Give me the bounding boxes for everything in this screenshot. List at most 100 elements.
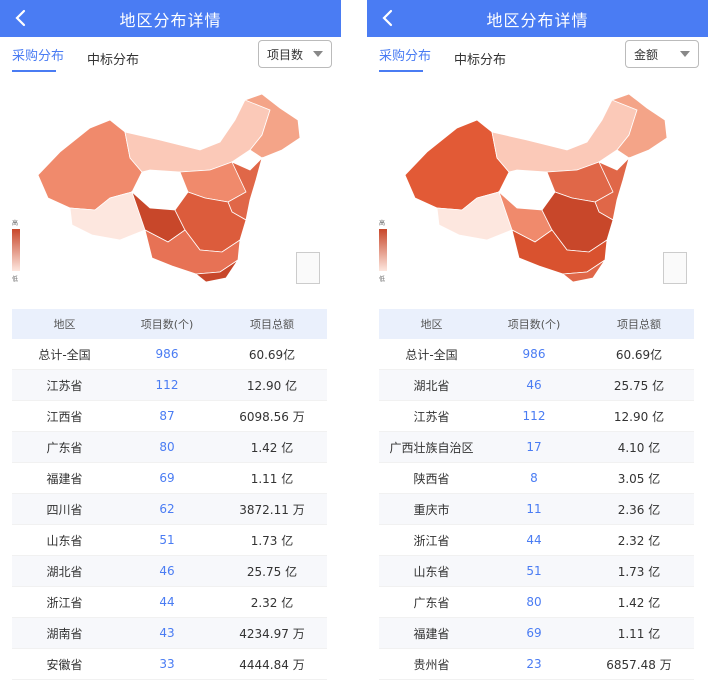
table-row[interactable]: 浙江省 44 2.32 亿	[379, 525, 694, 556]
row-amount: 1.73 亿	[617, 564, 661, 579]
map-region-east	[227, 156, 263, 221]
row-region: 山东省	[413, 564, 450, 579]
map-region-guangdong	[561, 259, 606, 283]
row-amount: 2.36 亿	[617, 502, 661, 517]
row-region: 贵州省	[413, 657, 450, 672]
header-region: 地区	[53, 318, 76, 331]
row-region: 湖北省	[413, 378, 450, 393]
header-count: 项目数(个)	[507, 318, 561, 331]
table-row[interactable]: 山东省 51 1.73 亿	[12, 525, 327, 556]
map-region-south	[144, 229, 241, 275]
row-amount: 6857.48 万	[606, 657, 672, 672]
row-amount: 25.75 亿	[613, 378, 665, 393]
legend-low-label: 低	[12, 276, 19, 283]
table-row[interactable]: 重庆市 11 2.36 亿	[379, 494, 694, 525]
back-button[interactable]	[8, 5, 34, 31]
map-region-northeast	[243, 93, 301, 159]
row-region: 浙江省	[46, 595, 83, 610]
map-region-north	[124, 93, 271, 173]
table-row[interactable]: 湖北省 46 25.75 亿	[12, 556, 327, 587]
legend-high-label: 高	[12, 220, 19, 227]
table-row[interactable]: 总计-全国 986 60.69亿	[379, 339, 694, 370]
app-header: 地区分布详情	[367, 0, 708, 37]
table-row[interactable]: 湖北省 46 25.75 亿	[379, 370, 694, 401]
active-tab-underline	[12, 70, 56, 72]
row-count: 986	[522, 347, 546, 361]
row-count: 44	[526, 533, 542, 547]
row-region: 总计-全国	[405, 347, 458, 362]
south-china-sea-inset	[296, 252, 320, 284]
table-row[interactable]: 陕西省 8 3.05 亿	[379, 463, 694, 494]
row-amount: 25.75 亿	[246, 564, 298, 579]
table-row[interactable]: 广西壮族自治区 17 4.10 亿	[379, 432, 694, 463]
table-row[interactable]: 广东省 80 1.42 亿	[379, 587, 694, 618]
row-amount: 60.69亿	[248, 347, 296, 362]
row-count: 112	[155, 378, 179, 392]
left-panel: 地区分布详情 采购分布 中标分布 项目数 高 低 地区 项目数(个)	[0, 0, 341, 680]
metric-dropdown[interactable]: 项目数	[258, 40, 333, 68]
row-region: 重庆市	[413, 502, 450, 517]
row-count: 51	[159, 533, 175, 547]
row-count: 69	[159, 471, 175, 485]
row-count: 80	[159, 440, 175, 454]
caret-down-icon	[680, 51, 691, 57]
map-region-northeast	[610, 93, 668, 159]
table-row[interactable]: 山东省 51 1.73 亿	[379, 556, 694, 587]
row-amount: 1.11 亿	[250, 471, 294, 486]
row-amount: 12.90 亿	[613, 409, 665, 424]
page-title: 地区分布详情	[119, 10, 222, 30]
row-amount: 12.90 亿	[246, 378, 298, 393]
row-count: 43	[159, 626, 175, 640]
row-amount: 1.42 亿	[617, 595, 661, 610]
row-region: 广西壮族自治区	[389, 440, 474, 455]
row-amount: 2.32 亿	[617, 533, 661, 548]
back-button[interactable]	[375, 5, 401, 31]
row-amount: 3.05 亿	[617, 471, 661, 486]
app-header: 地区分布详情	[0, 0, 341, 37]
map-region-north	[491, 93, 638, 173]
row-region: 江西省	[46, 409, 83, 424]
row-amount: 4.10 亿	[617, 440, 661, 455]
row-count: 46	[159, 564, 175, 578]
table-row[interactable]: 广东省 80 1.42 亿	[12, 432, 327, 463]
tab-award[interactable]: 中标分布	[454, 53, 507, 68]
map-region-guangdong	[194, 259, 239, 283]
table-row[interactable]: 浙江省 44 2.32 亿	[12, 587, 327, 618]
row-count: 44	[159, 595, 175, 609]
tab-procurement[interactable]: 采购分布	[379, 49, 432, 64]
dropdown-value: 金额	[634, 47, 659, 62]
row-count: 69	[526, 626, 542, 640]
tab-bar: 采购分布 中标分布 金额	[367, 37, 708, 77]
table-row[interactable]: 福建省 69 1.11 亿	[379, 618, 694, 649]
chevron-left-icon	[15, 9, 26, 27]
legend-gradient	[12, 229, 20, 271]
metric-dropdown[interactable]: 金额	[625, 40, 700, 68]
row-amount: 1.73 亿	[250, 533, 294, 548]
row-count: 87	[159, 409, 175, 423]
tab-procurement[interactable]: 采购分布	[12, 49, 65, 64]
table-row[interactable]: 福建省 69 1.11 亿	[12, 463, 327, 494]
row-amount: 6098.56 万	[239, 409, 305, 424]
table-row[interactable]: 总计-全国 986 60.69亿	[12, 339, 327, 370]
tab-bar: 采购分布 中标分布 项目数	[0, 37, 341, 77]
row-count: 46	[526, 378, 542, 392]
row-count: 112	[522, 409, 546, 423]
table-body: 总计-全国 986 60.69亿 湖北省 46 25.75 亿江苏省 112 12.90 亿广…	[379, 339, 694, 680]
table-row[interactable]: 江苏省 112 12.90 亿	[379, 401, 694, 432]
row-amount: 1.42 亿	[250, 440, 294, 455]
table-row[interactable]: 安徽省 33 4444.84 万	[12, 649, 327, 680]
chevron-left-icon	[382, 9, 393, 27]
dropdown-value: 项目数	[267, 47, 304, 62]
table-row[interactable]: 湖南省 43 4234.97 万	[12, 618, 327, 649]
row-region: 四川省	[46, 502, 83, 517]
table-row[interactable]: 四川省 62 3872.11 万	[12, 494, 327, 525]
table-row[interactable]: 江苏省 112 12.90 亿	[12, 370, 327, 401]
legend-low-label: 低	[379, 276, 386, 283]
tab-award[interactable]: 中标分布	[87, 53, 140, 68]
row-count: 11	[526, 502, 542, 516]
row-region: 广东省	[46, 440, 83, 455]
table-row[interactable]: 贵州省 23 6857.48 万	[379, 649, 694, 680]
table-header: 地区 项目数(个) 项目总额	[12, 309, 327, 339]
table-row[interactable]: 江西省 87 6098.56 万	[12, 401, 327, 432]
row-region: 湖北省	[46, 564, 83, 579]
